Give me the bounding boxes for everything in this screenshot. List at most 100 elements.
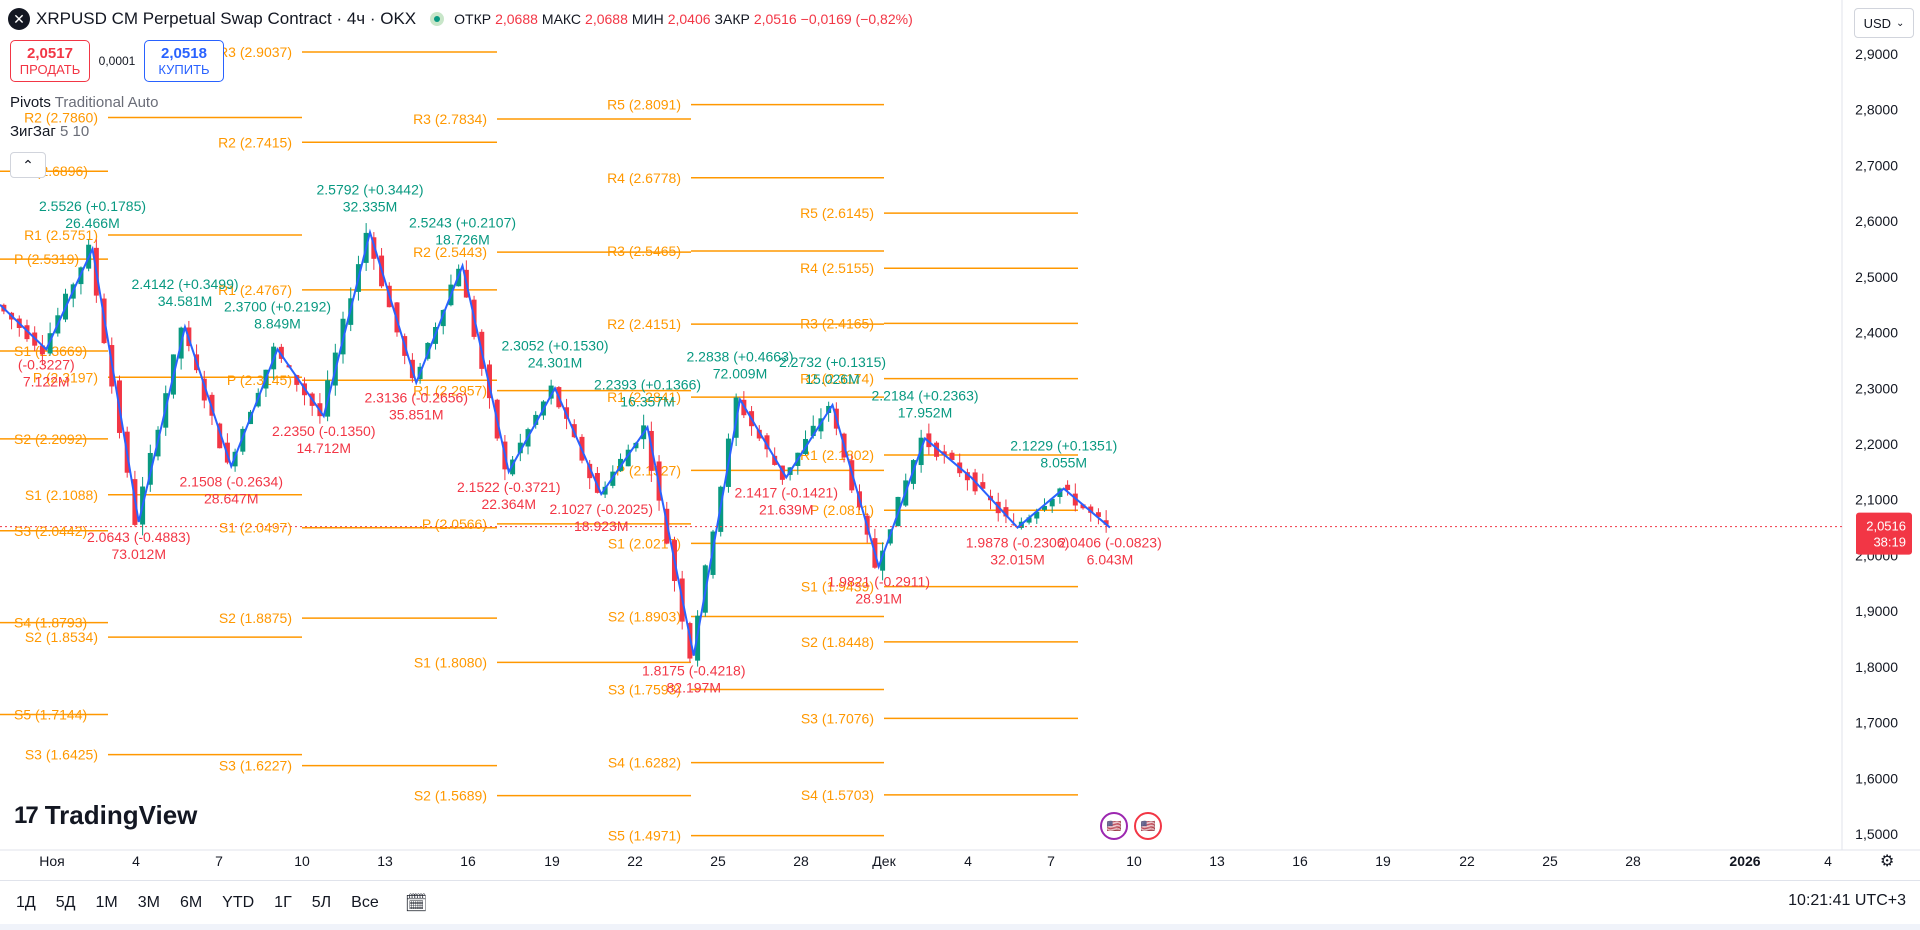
candle-body bbox=[756, 429, 762, 439]
market-status-icon bbox=[430, 12, 445, 26]
spread-value: 0,0001 bbox=[98, 54, 136, 68]
time-tick-label: 28 bbox=[1625, 853, 1641, 869]
open-value: 2,0688 bbox=[495, 11, 538, 27]
collapse-indicators-button[interactable]: ⌃ bbox=[10, 152, 46, 178]
sell-label: ПРОДАТЬ bbox=[19, 62, 81, 77]
time-tick-label: 10 bbox=[1126, 853, 1142, 869]
pivot-level-label: P (2.1527) bbox=[616, 462, 681, 478]
pivot-level-label: R3 (2.4165) bbox=[800, 315, 874, 331]
price-tick-label: 2,6000 bbox=[1855, 213, 1898, 229]
range-1d[interactable]: 1Д bbox=[16, 894, 36, 911]
price-tick-label: 1,8000 bbox=[1855, 659, 1898, 675]
pivot-level-label: S2 (1.5689) bbox=[414, 788, 487, 804]
zigzag-label-volume: 7.122M bbox=[23, 373, 70, 389]
high-label: МАКС bbox=[541, 11, 582, 27]
zigzag-label-price: 2.5792 (+0.3442) bbox=[316, 181, 423, 197]
zigzag-label-price: 2.1417 (-0.1421) bbox=[734, 484, 838, 500]
symbol-title[interactable]: XRPUSD CM Perpetual Swap Contract · 4ч ·… bbox=[36, 9, 417, 28]
pivot-level-label: R1 (2.1802) bbox=[800, 447, 874, 463]
zigzag-params: 5 10 bbox=[59, 123, 90, 140]
pivot-level-label: S1 (2.1088) bbox=[25, 487, 98, 503]
open-label: ОТКР bbox=[454, 11, 492, 27]
settings-icon[interactable]: ⚙ bbox=[1880, 853, 1895, 870]
range-1y[interactable]: 1Г bbox=[274, 894, 292, 911]
ohlc-values: ОТКР 2,0688 МАКС 2,0688 МИН 2,0406 ЗАКР 2,05… bbox=[454, 11, 913, 27]
time-tick-label: 22 bbox=[627, 853, 643, 869]
pivot-level-label: S5 (1.4971) bbox=[608, 828, 681, 844]
range-ytd[interactable]: YTD bbox=[222, 894, 255, 911]
us-flag-icon[interactable]: 🇺🇸 bbox=[1134, 812, 1162, 840]
us-flag-icon[interactable]: 🇺🇸 bbox=[1100, 812, 1128, 840]
pivot-level-label: P (2.0566) bbox=[422, 516, 487, 532]
buy-button[interactable]: 2,0518 КУПИТЬ bbox=[144, 40, 224, 82]
zigzag-label-volume: 16.357M bbox=[620, 393, 674, 409]
range-5d[interactable]: 5Д bbox=[55, 894, 76, 911]
pivot-level-label: R1 (2.5751) bbox=[24, 227, 98, 243]
candle-body bbox=[1103, 520, 1109, 525]
pivot-level-label: R5 (2.6145) bbox=[800, 205, 874, 221]
time-tick-label: 7 bbox=[1047, 853, 1055, 869]
zigzag-label-volume: 35.851M bbox=[389, 407, 443, 423]
sell-price: 2,0517 bbox=[27, 45, 73, 62]
candle-body bbox=[1080, 504, 1086, 509]
range-all[interactable]: Все bbox=[351, 894, 379, 911]
price-chart[interactable]: 2,9000 2,8000 2,7000 2,6000 2,5000 2,4000 2,30… bbox=[0, 0, 1920, 880]
close-value: 2,0516 bbox=[753, 11, 797, 27]
pivot-level-label: R1 (2.4767) bbox=[218, 282, 292, 298]
calendar-icon[interactable]: 🗓 bbox=[404, 892, 428, 913]
buy-label: КУПИТЬ bbox=[158, 62, 210, 77]
pivot-level-label: S2 (1.8903) bbox=[608, 609, 681, 625]
range-3m[interactable]: 3М bbox=[137, 894, 160, 911]
tv-logo-icon: 17 bbox=[14, 801, 39, 829]
candle-body bbox=[440, 309, 446, 327]
candle-body bbox=[47, 333, 53, 354]
pivot-level-label: S4 (1.8793) bbox=[14, 615, 87, 631]
event-markers: 🇺🇸 🇺🇸 bbox=[1100, 812, 1162, 840]
zigzag-label-price: 2.2838 (+0.4663) bbox=[686, 348, 793, 364]
zigzag-label-volume: 21.639M bbox=[759, 501, 813, 517]
price-tick-label: 2,8000 bbox=[1855, 102, 1898, 118]
currency-label: USD bbox=[1863, 15, 1892, 31]
zigzag-label-price: 2.2393 (+0.1366) bbox=[594, 376, 701, 392]
candle-body bbox=[934, 442, 940, 457]
range-1m[interactable]: 1М bbox=[95, 894, 118, 911]
zigzag-label-volume: 32.335M bbox=[343, 198, 397, 214]
zigzag-label-volume: 73.012M bbox=[112, 546, 166, 562]
candle-body bbox=[964, 472, 970, 481]
time-tick-label: 10 bbox=[294, 853, 310, 869]
pivot-level-label: R3 (2.9037) bbox=[218, 44, 292, 60]
sell-button[interactable]: 2,0517 ПРОДАТЬ bbox=[10, 40, 90, 82]
pivot-level-label: R3 (2.5465) bbox=[607, 243, 681, 259]
currency-button[interactable]: USD ⌄ bbox=[1854, 8, 1914, 38]
zigzag-indicator[interactable]: ЗигЗаг 5 10 bbox=[10, 123, 89, 140]
pivot-level-label: R1 (2.2841) bbox=[607, 389, 681, 405]
candle-body bbox=[587, 463, 593, 479]
candle-body bbox=[1065, 484, 1071, 491]
xrp-icon: ✕ bbox=[8, 8, 30, 30]
candle-body bbox=[278, 346, 284, 359]
bottom-strip bbox=[0, 924, 1920, 930]
countdown-label: 38:19 bbox=[1873, 535, 1906, 550]
zigzag-label-volume: 8.055M bbox=[1040, 455, 1087, 471]
time-tick-label: 16 bbox=[1292, 853, 1308, 869]
pivot-level-label: P (2.3197) bbox=[33, 369, 98, 385]
zigzag-name: ЗигЗаг bbox=[10, 123, 56, 140]
zigzag-label-price: 1.9878 (-0.2306) bbox=[966, 535, 1070, 551]
zigzag-label-volume: 28.647M bbox=[204, 490, 258, 506]
pivot-level-label: R2 (2.5443) bbox=[413, 244, 487, 260]
pivots-indicator[interactable]: Pivots Traditional Auto bbox=[10, 94, 158, 111]
candle-body bbox=[941, 451, 947, 456]
zigzag-label-volume: 18.923M bbox=[574, 518, 628, 534]
candle-body bbox=[926, 433, 932, 448]
candle-body bbox=[764, 435, 770, 450]
range-5y[interactable]: 5Л bbox=[311, 894, 332, 911]
last-price-label: 2,0516 bbox=[1866, 519, 1906, 534]
low-value: 2,0406 bbox=[667, 11, 711, 27]
clock[interactable]: 10:21:41 UTC+3 bbox=[1788, 892, 1906, 909]
price-tick-label: 2,3000 bbox=[1855, 380, 1898, 396]
trade-panel: 2,0517 ПРОДАТЬ 0,0001 2,0518 КУПИТЬ bbox=[10, 40, 224, 82]
price-tick-label: 2,4000 bbox=[1855, 325, 1898, 341]
range-6m[interactable]: 6М bbox=[179, 894, 203, 911]
time-tick-label: 22 bbox=[1459, 853, 1475, 869]
low-label: МИН bbox=[631, 11, 664, 27]
